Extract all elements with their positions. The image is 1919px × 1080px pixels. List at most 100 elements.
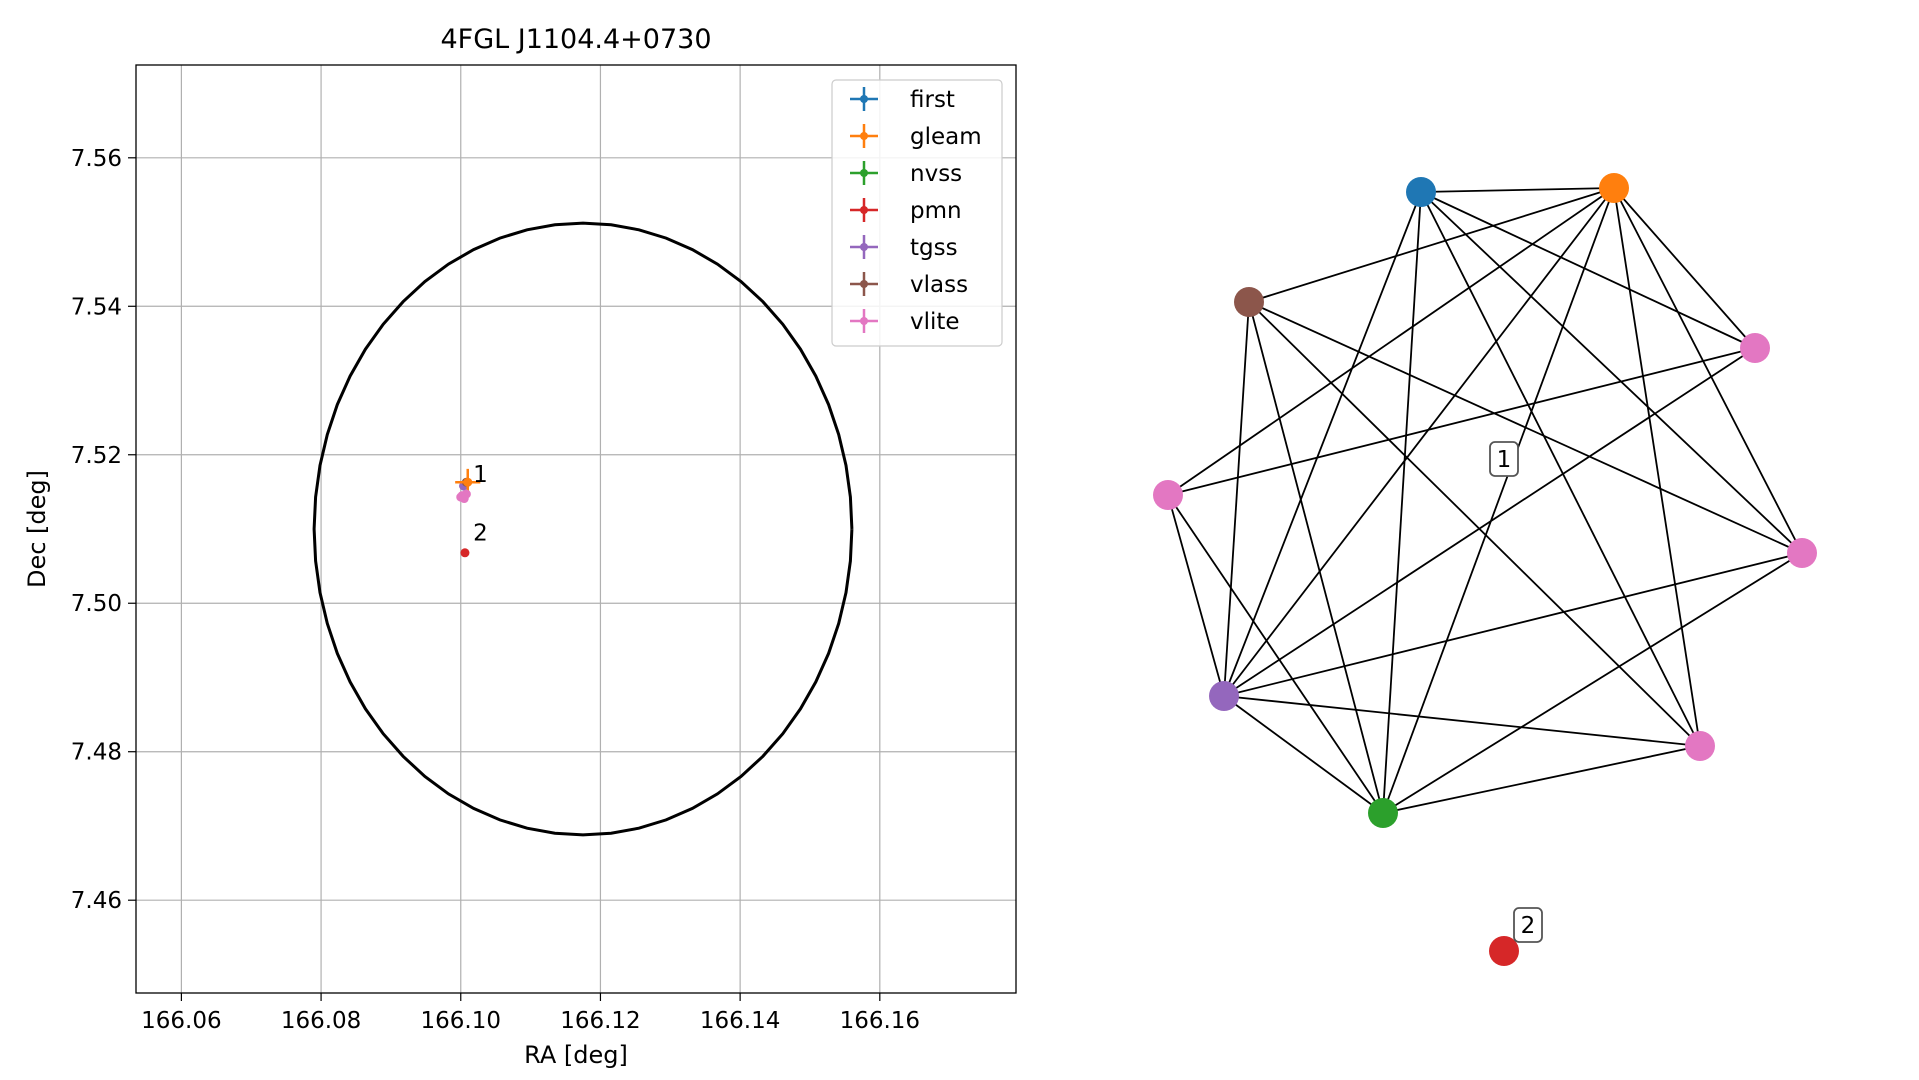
graph-node-tgss <box>1209 681 1239 711</box>
graph-node-vlite <box>1740 333 1770 363</box>
legend-item-first: first <box>850 87 955 113</box>
point-marker <box>463 477 473 487</box>
graph-edge <box>1420 191 1701 747</box>
graph-edge <box>1248 187 1615 303</box>
legend-label: nvss <box>910 161 962 187</box>
legend-label: tgss <box>910 235 958 261</box>
y-tick-label: 7.50 <box>71 591 122 617</box>
graph-node-nvss <box>1368 798 1398 828</box>
point-marker <box>459 494 469 504</box>
x-tick-label: 166.10 <box>421 1008 501 1034</box>
graph-edge <box>1167 494 1384 814</box>
graph-edge <box>1382 552 1803 814</box>
axes-frame <box>135 64 1017 994</box>
graph-node-pmn <box>1489 936 1519 966</box>
graph-node-gleam <box>1599 173 1629 203</box>
graph-group-labels: 12 <box>1489 441 1543 943</box>
y-tick-label: 7.46 <box>71 888 122 914</box>
y-tick-label: 7.52 <box>71 443 122 469</box>
graph-node-vlite <box>1685 731 1715 761</box>
legend-item-tgss: tgss <box>850 235 958 261</box>
legend-item-vlite: vlite <box>850 309 960 335</box>
group-label-text: 1 <box>1497 447 1512 473</box>
group-label: 1 <box>1489 441 1519 477</box>
graph-edge <box>1223 552 1803 697</box>
legend-label: pmn <box>910 198 962 224</box>
point-marker <box>460 548 470 558</box>
legend-item-pmn: pmn <box>850 198 962 224</box>
graph-edge <box>1167 347 1756 496</box>
graph-edge <box>1420 191 1756 349</box>
x-axis-label: RA [deg] <box>524 1041 628 1069</box>
graph-edge <box>1167 187 1615 496</box>
association-graph-panel: 12 <box>1153 173 1817 966</box>
x-tick-label: 166.06 <box>141 1008 221 1034</box>
legend-marker-dot <box>860 280 868 288</box>
graph-nodes <box>1153 173 1817 966</box>
group-label-box <box>1513 907 1543 943</box>
legend: first gleam nvss pmn tgss vlass vlite <box>831 79 1003 347</box>
x-tick-label: 166.12 <box>560 1008 640 1034</box>
graph-edge <box>1223 347 1756 697</box>
y-tick-label: 7.54 <box>71 294 122 320</box>
graph-edge <box>1420 191 1803 554</box>
graph-edge <box>1248 301 1803 554</box>
graph-edge <box>1613 187 1701 747</box>
legend-label: vlass <box>910 272 968 298</box>
y-tick-label: 7.56 <box>71 146 122 172</box>
graph-edge <box>1223 695 1384 814</box>
x-axis-ticks: 166.06 166.08 166.10 166.12 166.14 166.16 <box>141 993 920 1034</box>
y-axis-label: Dec [deg] <box>23 470 51 588</box>
legend-item-gleam: gleam <box>850 124 982 150</box>
graph-edge <box>1248 301 1384 814</box>
group-label: 2 <box>1513 907 1543 943</box>
graph-node-vlite <box>1787 538 1817 568</box>
group-annotation: 2 <box>473 520 488 546</box>
graph-edge <box>1167 494 1225 697</box>
catalog-point-vlite <box>459 494 469 504</box>
localization-ellipse <box>312 221 854 837</box>
x-tick-label: 166.16 <box>840 1008 920 1034</box>
group-annotations-layer: 12 <box>473 462 488 547</box>
legend-marker-dot <box>860 95 868 103</box>
graph-edge <box>1223 191 1422 697</box>
legend-item-nvss: nvss <box>850 161 962 187</box>
graph-node-vlite <box>1153 480 1183 510</box>
legend-box <box>831 79 1003 347</box>
y-tick-label: 7.48 <box>71 740 122 766</box>
x-tick-label: 166.14 <box>700 1008 780 1034</box>
graph-edge <box>1382 191 1422 814</box>
legend-label: first <box>910 87 955 113</box>
graph-edge <box>1248 301 1701 747</box>
legend-label: vlite <box>910 309 960 335</box>
y-axis-ticks: 7.46 7.48 7.50 7.52 7.54 7.56 <box>71 146 136 914</box>
legend-marker-dot <box>860 317 868 325</box>
graph-edges <box>1167 187 1803 814</box>
graph-node-first <box>1406 177 1436 207</box>
graph-edge <box>1420 187 1615 193</box>
group-label-box <box>1489 441 1519 477</box>
localization-ellipse-layer <box>312 221 854 837</box>
graph-edge <box>1223 187 1615 697</box>
legend-marker-dot <box>860 206 868 214</box>
x-tick-label: 166.08 <box>281 1008 361 1034</box>
catalog-point-pmn <box>460 548 470 558</box>
legend-marker-dot <box>860 169 868 177</box>
catalog-points-layer <box>455 468 481 558</box>
graph-edge <box>1223 301 1250 697</box>
graph-edge <box>1613 187 1803 554</box>
legend-label: gleam <box>910 124 982 150</box>
graph-edge <box>1382 745 1701 814</box>
graph-node-vlass <box>1234 287 1264 317</box>
group-label-text: 2 <box>1521 913 1536 939</box>
graph-edge <box>1223 695 1701 747</box>
legend-marker-dot <box>860 243 868 251</box>
group-annotation: 1 <box>473 462 488 488</box>
legend-marker-dot <box>860 132 868 140</box>
graph-edge <box>1382 187 1615 814</box>
legend-item-vlass: vlass <box>850 272 968 298</box>
chart-title: 4FGL J1104.4+0730 <box>440 24 711 55</box>
graph-edge <box>1613 187 1756 349</box>
